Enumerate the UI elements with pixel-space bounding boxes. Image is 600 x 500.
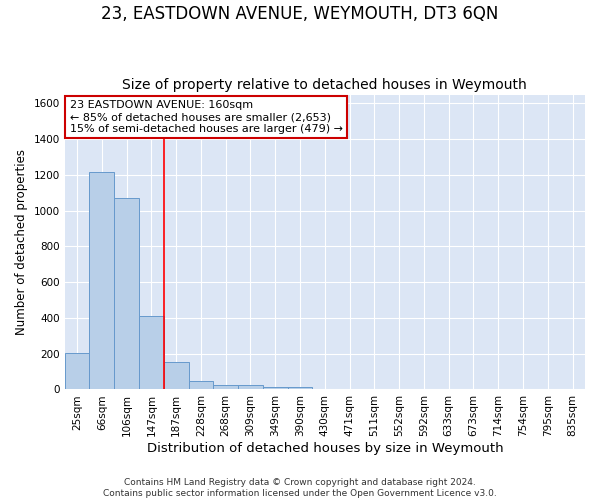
Bar <box>139 316 164 390</box>
Bar <box>164 362 188 390</box>
Text: 23 EASTDOWN AVENUE: 160sqm
← 85% of detached houses are smaller (2,653)
15% of s: 23 EASTDOWN AVENUE: 160sqm ← 85% of deta… <box>70 100 343 134</box>
Text: 23, EASTDOWN AVENUE, WEYMOUTH, DT3 6QN: 23, EASTDOWN AVENUE, WEYMOUTH, DT3 6QN <box>101 5 499 23</box>
Y-axis label: Number of detached properties: Number of detached properties <box>15 149 28 335</box>
Title: Size of property relative to detached houses in Weymouth: Size of property relative to detached ho… <box>122 78 527 92</box>
Bar <box>214 384 238 390</box>
Bar <box>238 384 263 390</box>
Bar <box>89 172 114 390</box>
Text: Contains HM Land Registry data © Crown copyright and database right 2024.
Contai: Contains HM Land Registry data © Crown c… <box>103 478 497 498</box>
Bar <box>263 387 287 390</box>
Bar <box>65 353 89 390</box>
Bar <box>188 380 214 390</box>
Bar <box>114 198 139 390</box>
Bar <box>287 387 313 390</box>
X-axis label: Distribution of detached houses by size in Weymouth: Distribution of detached houses by size … <box>146 442 503 455</box>
